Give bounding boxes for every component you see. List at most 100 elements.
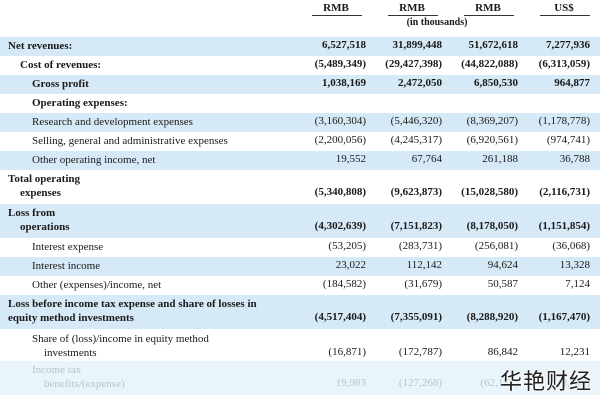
header-col-4: US$	[554, 2, 574, 14]
cell-value: (7,355,091)	[390, 311, 442, 323]
cell-value: (62,153)	[480, 377, 518, 389]
cell-value: (36,068)	[552, 240, 590, 252]
row-label: Net revenues:	[8, 40, 73, 52]
row-label: Interest expense	[32, 241, 104, 253]
header-col-1: RMB	[323, 2, 349, 14]
cell-value: 86,842	[487, 346, 518, 358]
cell-value: (15,028,580)	[461, 186, 518, 198]
cell-value: 19,552	[335, 153, 366, 165]
header-underline-1	[312, 15, 362, 16]
table-header: RMB RMB RMB US$ (in thousands)	[0, 0, 600, 37]
cell-value: 261,188	[482, 153, 518, 165]
row-label: Total operating	[8, 173, 81, 185]
cell-value: (4,245,317)	[390, 134, 442, 146]
cell-value: (8,178,050)	[466, 220, 518, 232]
cell-value: 112,142	[406, 259, 442, 271]
row-label-line2: benefits/(expense)	[44, 378, 125, 390]
cell-value: (5,340,808)	[314, 186, 366, 198]
cell-value: (3,160,304)	[314, 115, 366, 127]
table-row-selling-general-admin: Selling, general and administrative expe…	[0, 132, 600, 151]
row-label: Selling, general and administrative expe…	[32, 135, 228, 147]
table-row-loss-before-tax: Loss before income tax expense and share…	[0, 295, 600, 329]
cell-value: (256,081)	[474, 240, 518, 252]
income-statement-table: Net revenues: 6,527,518 31,899,448 51,67…	[0, 37, 600, 395]
cell-value: (31,679)	[404, 278, 442, 290]
cell-value: 23,022	[335, 259, 366, 271]
header-col-3: RMB	[475, 2, 501, 14]
row-label-line2: expenses	[20, 187, 61, 199]
row-label: Interest income	[32, 260, 101, 272]
cell-value: (4,517,404)	[314, 311, 366, 323]
table-row-total-operating-expenses: Total operating expenses (5,340,808) (9,…	[0, 170, 600, 204]
row-label-line2: equity method investments	[8, 312, 134, 324]
cell-value: (44,822,088)	[461, 58, 518, 70]
cell-value: (5,489,349)	[314, 58, 366, 70]
cell-value: (127,268)	[398, 377, 442, 389]
cell-value: (1,178,778)	[538, 115, 590, 127]
cell-value: (1,151,854)	[538, 220, 590, 232]
cell-value: (8,369,207)	[466, 115, 518, 127]
header-underline-3	[464, 15, 514, 16]
row-label: Share of (loss)/income in equity method	[32, 333, 209, 345]
table-row-operating-expenses: Operating expenses:	[0, 94, 600, 113]
table-row-interest-expense: Interest expense (53,205) (283,731) (256…	[0, 238, 600, 257]
cell-value: 2,472,050	[398, 77, 442, 89]
cell-value: 13,328	[559, 259, 590, 271]
row-label: Loss from	[8, 207, 56, 219]
cell-value: (974,741)	[546, 134, 590, 146]
table-row-loss-from-operations: Loss from operations (4,302,639) (7,151,…	[0, 204, 600, 238]
cell-value: 7,277,936	[546, 39, 590, 51]
cell-value: 6,527,518	[322, 39, 366, 51]
cell-value: 19,983	[335, 377, 366, 389]
cell-value: 31,899,448	[392, 39, 443, 51]
watermark-logo: 华艳财经	[499, 370, 592, 395]
cell-value: (8,288,920)	[466, 311, 518, 323]
row-label: Gross profit	[32, 78, 89, 90]
cell-value: (7,151,823)	[390, 220, 442, 232]
cell-value: 94,624	[487, 259, 518, 271]
cell-value: (29,427,398)	[385, 58, 442, 70]
table-row-cost-of-revenues: Cost of revenues: (5,489,349) (29,427,39…	[0, 56, 600, 75]
row-label: Other (expenses)/income, net	[32, 279, 162, 291]
cell-value: 67,764	[411, 153, 442, 165]
cell-value: (5,446,320)	[390, 115, 442, 127]
table-row-interest-income: Interest income 23,022 112,142 94,624 13…	[0, 257, 600, 276]
table-row-other-operating-income: Other operating income, net 19,552 67,76…	[0, 151, 600, 170]
table-row-net-revenues: Net revenues: 6,527,518 31,899,448 51,67…	[0, 37, 600, 56]
cell-value: 964,877	[554, 77, 590, 89]
cell-value: 50,587	[487, 278, 518, 290]
cell-value: (16,871)	[328, 346, 366, 358]
header-underline-4	[540, 15, 590, 16]
cell-value: 36,788	[559, 153, 590, 165]
cell-value: (184,582)	[322, 278, 366, 290]
cell-value: 12,231	[559, 346, 590, 358]
row-label: Operating expenses:	[32, 97, 128, 109]
table-row-research-development: Research and development expenses (3,160…	[0, 113, 600, 132]
row-label: Other operating income, net	[32, 154, 156, 166]
cell-value: (9,623,873)	[390, 186, 442, 198]
cell-value: (1,167,470)	[538, 311, 590, 323]
table-row-share-equity-method: Share of (loss)/income in equity method …	[0, 329, 600, 361]
row-label: Income tax	[32, 364, 82, 376]
cell-value: 51,672,618	[468, 39, 519, 51]
unit-note: (in thousands)	[406, 17, 468, 28]
cell-value: (6,920,561)	[466, 134, 518, 146]
cell-value: 6,850,530	[474, 77, 518, 89]
cell-value: 1,038,169	[322, 77, 366, 89]
header-underline-2	[388, 15, 438, 16]
cell-value: (6,313,059)	[538, 58, 590, 70]
cell-value: (8,748)	[557, 377, 590, 389]
row-label: Research and development expenses	[32, 116, 193, 128]
table-row-income-tax: Income tax benefits/(expense) 19,983 (12…	[0, 361, 600, 395]
cell-value: (53,205)	[328, 240, 366, 252]
cell-value: (2,200,056)	[314, 134, 366, 146]
cell-value: (283,731)	[398, 240, 442, 252]
row-label-line2: investments	[44, 347, 97, 359]
header-col-2: RMB	[399, 2, 425, 14]
table-row-other-expenses-income: Other (expenses)/income, net (184,582) (…	[0, 276, 600, 295]
cell-value: (2,116,731)	[539, 186, 590, 198]
cell-value: (4,302,639)	[314, 220, 366, 232]
cell-value: 7,124	[565, 278, 590, 290]
row-label: Loss before income tax expense and share…	[8, 298, 257, 310]
table-row-gross-profit: Gross profit 1,038,169 2,472,050 6,850,5…	[0, 75, 600, 94]
